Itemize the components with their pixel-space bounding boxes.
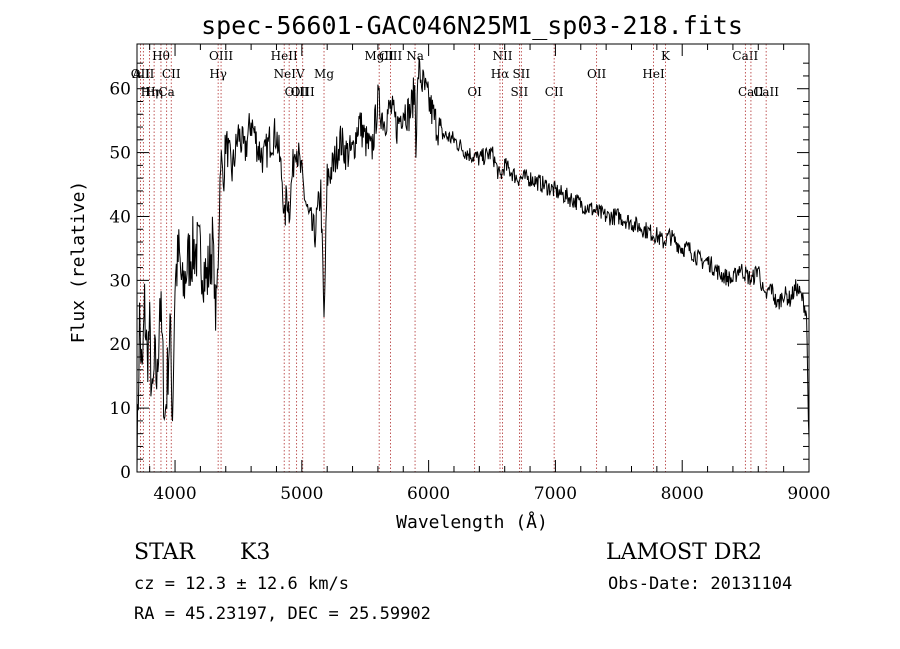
y-tick-label: 30: [109, 271, 131, 291]
object-subclass: K3: [240, 540, 270, 565]
spectrum-line: [136, 57, 810, 473]
line-marker-label: Hθ: [152, 49, 170, 63]
line-marker-label: Mg: [314, 67, 334, 81]
spectrum-series: [136, 57, 810, 473]
line-marker-label: Ca: [158, 85, 174, 99]
line-marker-label: OII: [587, 67, 607, 81]
chart-title: spec-56601-GAC046N25M1_sp03-218.fits: [201, 11, 743, 40]
line-marker-label: MgII: [364, 49, 394, 63]
x-tick-label: 6000: [407, 484, 450, 504]
y-tick-label: 0: [120, 463, 131, 483]
coordinates: RA = 45.23197, DEC = 25.59902: [134, 604, 431, 624]
line-marker-label: CaII: [732, 49, 758, 63]
line-marker-label: Hα: [491, 67, 510, 81]
x-tick-label: 4000: [153, 484, 196, 504]
y-axis-label: Flux (relative): [68, 181, 89, 344]
line-marker-label: OII: [131, 67, 151, 81]
line-marker-label: Hγ: [209, 67, 227, 81]
survey-name: LAMOST DR2: [606, 540, 762, 565]
y-tick-label: 20: [109, 335, 131, 355]
line-marker-label: SII: [512, 67, 530, 81]
y-tick-label: 50: [109, 144, 131, 164]
x-tick-label: 8000: [661, 484, 704, 504]
obs-date: Obs-Date: 20131104: [608, 574, 792, 594]
line-marker-label: NII: [493, 49, 513, 63]
line-marker-label: OIII: [291, 85, 315, 99]
line-marker-label: OIII: [209, 49, 233, 63]
redshift-cz: cz = 12.3 ± 12.6 km/s: [134, 574, 349, 594]
plot-frame: [136, 43, 810, 473]
y-tick-label: 10: [109, 399, 131, 419]
x-tick-label: 5000: [280, 484, 323, 504]
line-marker-label: K: [661, 49, 671, 63]
axes: 4000 5000 6000 7000 8000 9000 0 10 20 30 40 50 60: [109, 43, 831, 504]
line-marker-label: HeI: [642, 67, 665, 81]
line-marker-label: SII: [511, 85, 529, 99]
y-tick-label: 40: [109, 207, 131, 227]
line-marker-label: CII: [545, 85, 564, 99]
line-marker-label: Na: [406, 49, 424, 63]
line-marker-label: Hη: [145, 85, 163, 99]
line-marker-label: HeII: [271, 49, 298, 63]
x-axis-label: Wavelength (Å): [396, 511, 548, 533]
line-marker-label: NeIV: [274, 67, 305, 81]
line-marker-label: CIII: [379, 49, 403, 63]
line-marker-label: CaII: [753, 85, 779, 99]
line-marker-label: CaII: [738, 85, 764, 99]
line-marker-label: OIII: [285, 85, 309, 99]
y-tick-label: 60: [109, 80, 131, 100]
line-marker-label: AlII: [131, 67, 154, 81]
line-marker-label: CII: [162, 67, 181, 81]
object-class: STAR: [134, 540, 196, 565]
x-tick-label: 9000: [787, 484, 830, 504]
line-marker-label: OI: [467, 85, 482, 99]
x-tick-label: 7000: [534, 484, 577, 504]
